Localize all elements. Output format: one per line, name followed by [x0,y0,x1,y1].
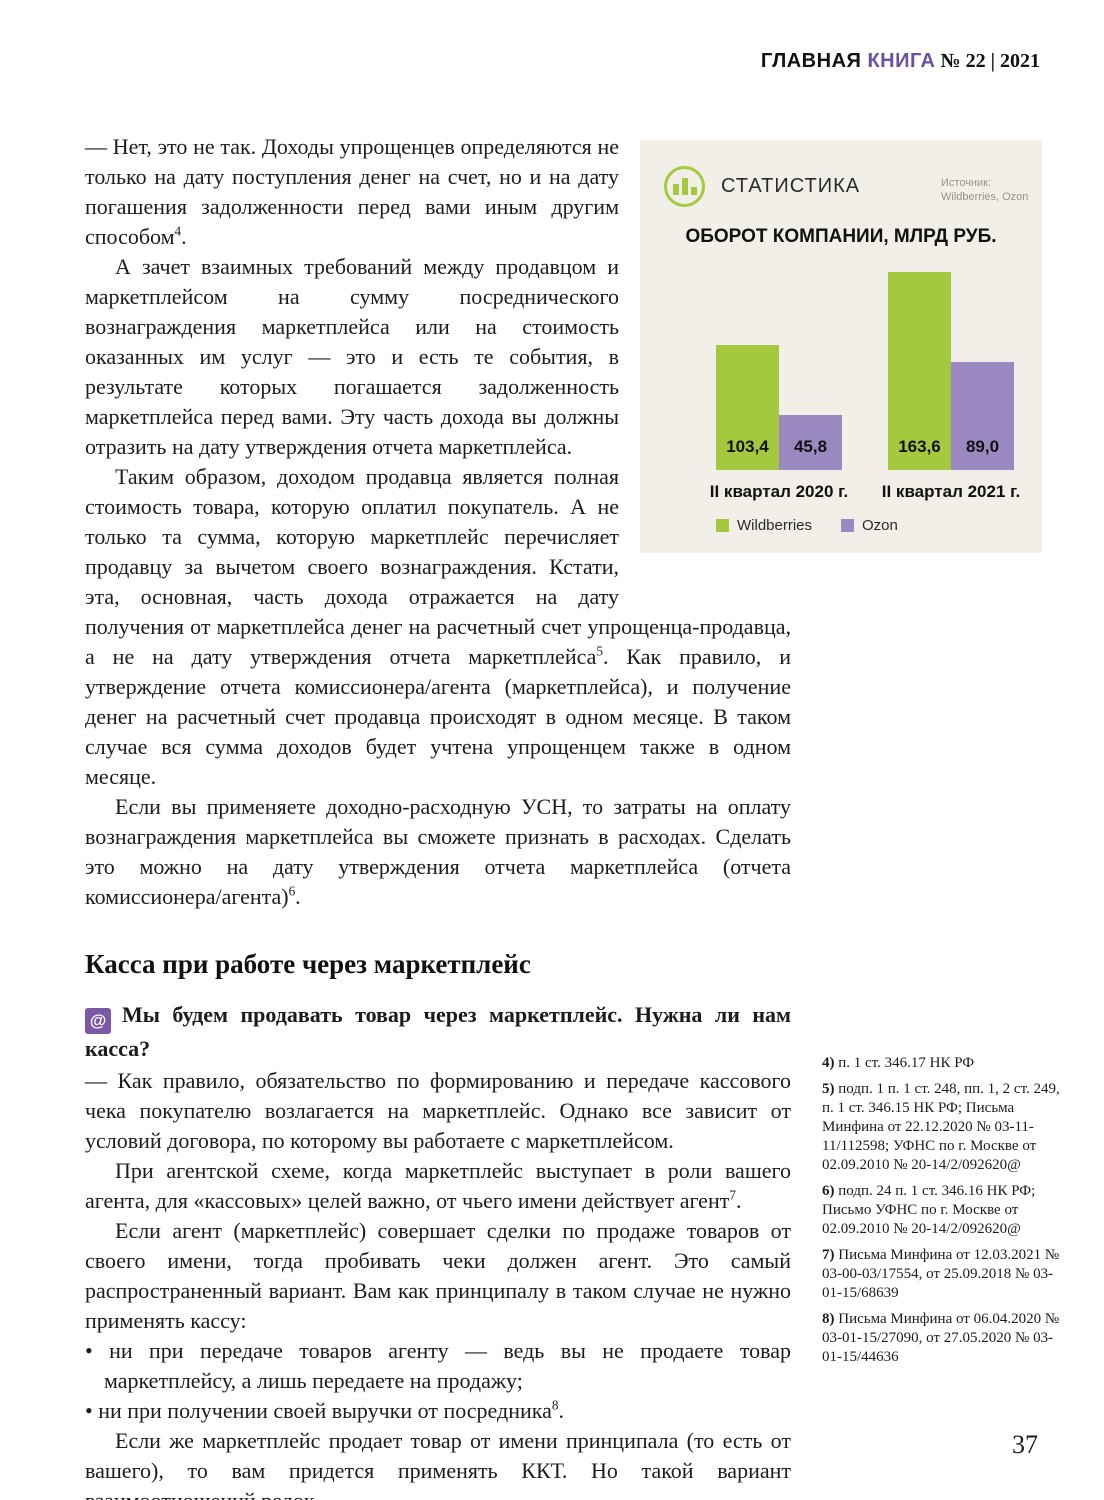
brand-name-purple: КНИГА [867,50,936,72]
footnote-ref: 7 [729,1187,736,1203]
bullet-item: ни при получении своей выручки от посред… [85,1396,791,1426]
bar-group: 103,4 45,8 [716,345,842,470]
paragraph: — Как правило, обязательство по формиров… [85,1068,791,1153]
footnote-item: 7) Письма Минфина от 12.03.2021 № 03-00-… [822,1246,1062,1303]
bar-ozon: 89,0 [951,362,1014,470]
paragraph: А зачет взаимных требований между продав… [85,254,619,459]
question-text: Мы будем продавать товар через маркетпле… [85,1002,791,1061]
source-names: Wildberries, Ozon [941,191,1029,203]
footnotes-column: 4) п. 1 ст. 346.17 НК РФ 5) подп. 1 п. 1 … [822,1054,1062,1374]
footnote-text: подп. 1 п. 1 ст. 248, пп. 1, 2 ст. 249, … [822,1081,1060,1173]
legend-name: Wildberries [737,517,813,534]
statistics-label: СТАТИСТИКА [721,175,861,197]
footnote-text: Письма Минфина от 12.03.2021 № 03-00-03/… [822,1247,1060,1301]
paragraph: — Нет, это не так. Доходы упрощенцев опр… [85,134,619,249]
chart-legend: Wildberries Ozon [716,517,927,534]
footnote-item: 5) подп. 1 п. 1 ст. 248, пп. 1, 2 ст. 24… [822,1080,1062,1175]
brand-name-black: ГЛАВНАЯ [760,50,868,72]
statistics-header: СТАТИСТИКА [664,166,860,207]
issue-number: № 22 | 2021 [935,50,1040,72]
footnote-number: 4) [822,1055,839,1071]
legend-swatch [841,519,855,532]
chart-title: ОБОРОТ КОМПАНИИ, МЛРД РУБ. [685,226,997,247]
magazine-header: ГЛАВНАЯ КНИГА № 22 | 2021 [761,50,1040,73]
bar-value-label: 89,0 [965,437,1000,456]
bar-ozon: 45,8 [779,415,842,470]
paragraph: Если агент (маркетплейс) совершает сделк… [85,1218,791,1333]
footnote-ref: 4 [174,223,182,239]
footnote-number: 8) [822,1311,839,1327]
bullet-list: ни при передаче товаров агенту — ведь вы… [85,1336,791,1426]
footnote-item: 6) подп. 24 п. 1 ст. 346.16 НК РФ; Письм… [822,1182,1062,1239]
bar-wildberries: 103,4 [716,345,779,470]
paragraph: При агентской схеме, когда маркетплейс в… [85,1158,791,1213]
legend-name: Ozon [862,517,898,534]
article-body: — Нет, это не так. Доходы упрощенцев опр… [85,132,791,1500]
legend-swatch [716,519,729,532]
page-number: 37 [1012,1430,1038,1459]
chart-source: Источник: Wildberries, Ozon [941,176,1036,204]
footnote-number: 5) [822,1081,839,1097]
footnote-ref: 6 [288,883,296,899]
footnote-number: 6) [822,1183,839,1199]
stats-box-spacer [619,132,791,610]
footnote-ref: 5 [596,643,603,659]
category-label: II квартал 2021 г. [881,482,1021,501]
footnote-text: подп. 24 п. 1 ст. 346.16 НК РФ; Письмо У… [822,1183,1036,1237]
paragraph: Если вы применяете доходно-расходную УСН… [85,794,791,909]
paragraph: Если же маркетплейс продает товар от име… [85,1428,791,1500]
footnote-item: 4) п. 1 ст. 346.17 НК РФ [822,1054,1062,1073]
footnote-ref: 8 [551,1397,559,1413]
email-at-icon: @ [85,1008,111,1034]
bar-chart: 103,4 45,8 163,6 89,0 [640,272,1042,470]
bar-value-label: 163,6 [898,437,941,456]
paragraph: Таким образом, доходом продавца является… [85,464,791,789]
bar-chart-icon [664,166,705,207]
bullet-item: ни при передаче товаров агенту — ведь вы… [85,1336,791,1396]
category-label: II квартал 2020 г. [709,482,849,501]
footnote-text: п. 1 ст. 346.17 НК РФ [838,1055,975,1071]
footnote-text: Письма Минфина от 06.04.2020 № 03-01-15/… [822,1311,1060,1365]
reader-question: @ Мы будем продавать товар через маркетпл… [85,1000,791,1064]
bar-value-label: 45,8 [793,437,828,456]
legend-item: Wildberries [716,517,812,534]
section-heading: Касса при работе через маркетплейс [85,949,531,979]
legend-item: Ozon [841,517,898,534]
footnote-item: 8) Письма Минфина от 06.04.2020 № 03-01-… [822,1310,1062,1367]
source-caption: Источник: [941,177,992,189]
bar-wildberries: 163,6 [888,272,951,470]
bar-group: 163,6 89,0 [888,272,1014,470]
bar-value-label: 103,4 [726,437,769,456]
footnote-number: 7) [822,1247,839,1263]
statistics-box: СТАТИСТИКА Источник: Wildberries, Ozon О… [640,140,1042,553]
